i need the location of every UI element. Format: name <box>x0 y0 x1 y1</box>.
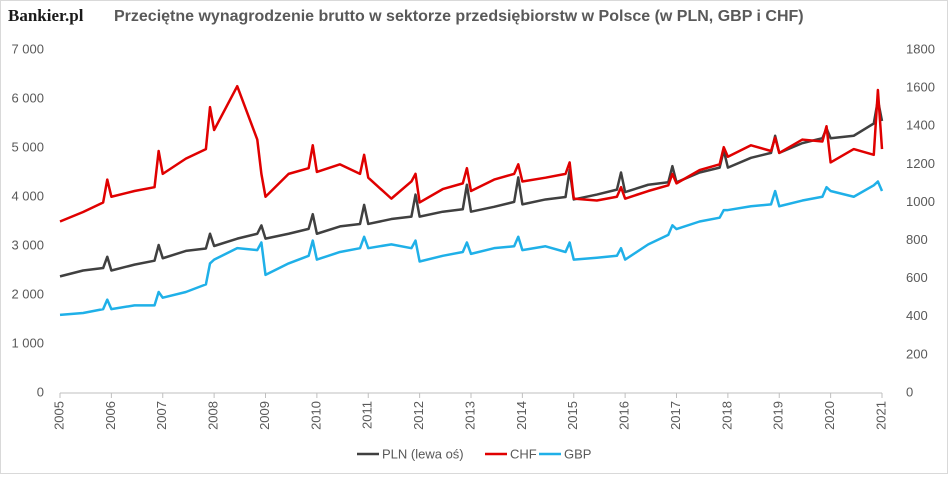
x-tick-label: 2006 <box>103 401 118 430</box>
x-tick-label: 2008 <box>206 401 221 430</box>
y-tick-label: 2 000 <box>11 286 44 301</box>
y2-tick-label: 1800 <box>906 41 935 56</box>
x-tick-label: 2020 <box>822 401 837 430</box>
x-tick-label: 2007 <box>154 401 169 430</box>
logo: Bankier.pl <box>8 6 84 25</box>
y2-tick-label: 1000 <box>906 194 935 209</box>
series-line <box>59 84 884 223</box>
y2-tick-label: 0 <box>906 384 913 399</box>
x-tick-label: 2012 <box>411 401 426 430</box>
y-tick-label: 4 000 <box>11 188 44 203</box>
y-tick-label: 6 000 <box>11 90 44 105</box>
y2-tick-label: 1600 <box>906 80 935 95</box>
y2-tick-label: 1400 <box>906 118 935 133</box>
y2-tick-label: 400 <box>906 308 928 323</box>
y2-tick-label: 200 <box>906 346 928 361</box>
legend-label: CHF <box>510 446 537 461</box>
y-tick-label: 0 <box>37 384 44 399</box>
x-tick-label: 2019 <box>771 401 786 430</box>
legend-label: PLN (lewa oś) <box>382 446 464 461</box>
y2-tick-label: 600 <box>906 270 928 285</box>
y-tick-label: 1 000 <box>11 335 44 350</box>
y-tick-label: 3 000 <box>11 237 44 252</box>
x-tick-label: 2018 <box>719 401 734 430</box>
y-tick-label: 5 000 <box>11 139 44 154</box>
legend-label: GBP <box>564 446 591 461</box>
y2-tick-label: 1200 <box>906 156 935 171</box>
x-tick-label: 2014 <box>514 401 529 430</box>
x-tick-label: 2013 <box>462 401 477 430</box>
series-line <box>59 98 884 278</box>
x-tick-label: 2017 <box>668 401 683 430</box>
y2-tick-label: 800 <box>906 232 928 247</box>
x-tick-label: 2010 <box>308 401 323 430</box>
x-tick-label: 2015 <box>565 401 580 430</box>
series-line <box>59 180 884 317</box>
x-tick-label: 2021 <box>873 401 888 430</box>
x-tick-label: 2005 <box>51 401 66 430</box>
x-tick-label: 2016 <box>617 401 632 430</box>
chart-title: Przeciętne wynagrodzenie brutto w sektor… <box>114 8 804 25</box>
y-tick-label: 7 000 <box>11 41 44 56</box>
x-tick-label: 2009 <box>257 401 272 430</box>
x-tick-label: 2011 <box>360 401 375 429</box>
